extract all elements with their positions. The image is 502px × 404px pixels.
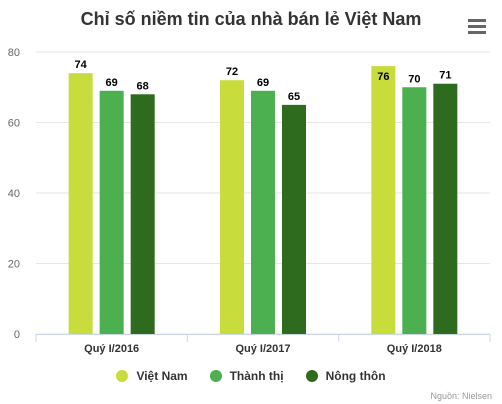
legend-swatch — [209, 370, 222, 382]
data-label: 68 — [137, 80, 149, 92]
data-label: 70 — [408, 73, 420, 85]
legend-label: Thành thị — [229, 369, 284, 383]
x-tick-label: Quý I/2016 — [84, 343, 139, 355]
data-label: 71 — [439, 70, 451, 82]
chart-title: Chỉ số niềm tin của nhà bán lẻ Việt Nam — [80, 9, 422, 29]
legend-item[interactable]: Việt Nam — [116, 369, 188, 383]
bar — [371, 66, 396, 334]
bar — [220, 80, 244, 334]
legend-item[interactable]: Thành thị — [209, 369, 284, 383]
legend-swatch — [116, 370, 129, 382]
y-tick-label: 60 — [8, 118, 20, 130]
bar — [130, 94, 155, 334]
x-tick-label: Quý I/2017 — [235, 343, 290, 355]
bar — [99, 90, 124, 335]
chart-menu-button[interactable] — [467, 17, 487, 35]
bar — [282, 104, 306, 334]
data-label: 69 — [106, 77, 118, 89]
bar — [68, 73, 93, 335]
data-label: 74 — [75, 59, 88, 71]
data-label: 65 — [288, 91, 300, 103]
y-tick-label: 80 — [8, 47, 20, 59]
data-label: 72 — [226, 66, 238, 78]
data-label: 76 — [377, 71, 389, 83]
legend-label: Nông thôn — [325, 369, 386, 383]
chart-legend: Việt Nam Thành thị Nông thôn — [0, 369, 502, 383]
legend-label: Việt Nam — [136, 369, 188, 383]
y-tick-label: 40 — [8, 188, 20, 200]
bar — [251, 90, 275, 335]
source-credit: Nguồn: Nielsen — [430, 391, 492, 401]
bar — [433, 83, 458, 334]
y-tick-label: 0 — [14, 329, 20, 341]
x-tick-label: Quý I/2018 — [387, 343, 442, 355]
y-tick-label: 20 — [8, 259, 20, 271]
data-label: 69 — [257, 77, 269, 89]
hamburger-menu-icon — [468, 19, 486, 34]
bar — [402, 87, 427, 334]
legend-swatch — [305, 370, 318, 382]
legend-item[interactable]: Nông thôn — [305, 369, 386, 383]
